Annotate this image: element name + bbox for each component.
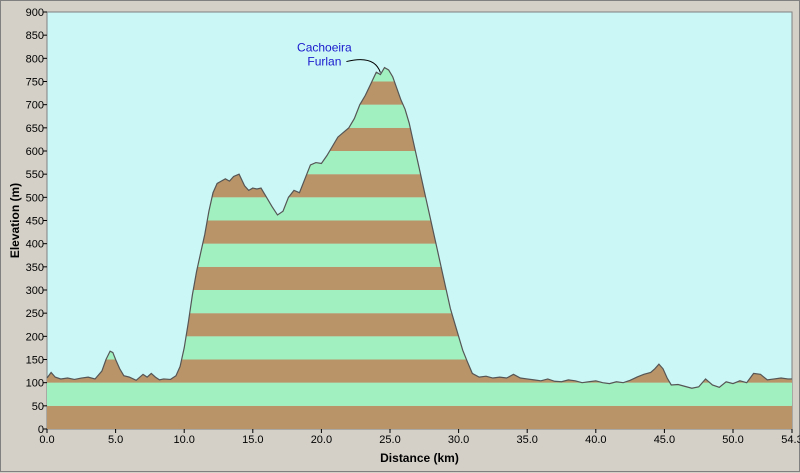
y-tick-label: 100: [26, 378, 44, 390]
x-tick-label: 35.0: [516, 434, 537, 446]
y-tick-label: 900: [26, 7, 44, 19]
y-tick-label: 250: [26, 308, 44, 320]
y-tick-label: 700: [26, 100, 44, 112]
x-tick-label: 15.0: [242, 434, 263, 446]
y-tick-label: 400: [26, 239, 44, 251]
y-tick-label: 550: [26, 169, 44, 181]
y-tick-label: 200: [26, 331, 44, 343]
y-tick-label: 450: [26, 216, 44, 228]
x-axis-title: Distance (km): [380, 451, 459, 465]
y-tick-label: 500: [26, 192, 44, 204]
x-tick-label: 10.0: [173, 434, 194, 446]
y-tick-label: 750: [26, 77, 44, 89]
x-tick-label: 40.0: [585, 434, 606, 446]
y-tick-label: 800: [26, 53, 44, 65]
y-tick-label: 150: [26, 355, 44, 367]
peak-annotation-line-2: Furlan: [307, 55, 341, 69]
y-axis-title: Elevation (m): [8, 183, 22, 258]
x-tick-label: 50.0: [722, 434, 743, 446]
x-tick-label: 54.3: [781, 434, 800, 446]
peak-annotation-line-1: Cachoeira: [297, 41, 352, 55]
x-tick-label: 5.0: [108, 434, 123, 446]
x-tick-label: 45.0: [654, 434, 675, 446]
y-tick-label: 50: [32, 401, 44, 413]
y-tick-label: 350: [26, 262, 44, 274]
y-tick-label: 850: [26, 30, 44, 42]
elevation-band: [47, 382, 792, 406]
elevation-profile-line: [46, 66, 792, 389]
x-tick-label: 20.0: [311, 434, 332, 446]
annotation-leader: [346, 59, 381, 73]
y-tick-label: 650: [26, 123, 44, 135]
y-tick-label: 600: [26, 146, 44, 158]
y-tick-label: 300: [26, 285, 44, 297]
y-tick-label: 0: [38, 424, 44, 436]
x-tick-label: 30.0: [448, 434, 469, 446]
x-tick-label: 25.0: [379, 434, 400, 446]
x-tick-label: 0.0: [39, 434, 54, 446]
elevation-band: [47, 405, 792, 429]
